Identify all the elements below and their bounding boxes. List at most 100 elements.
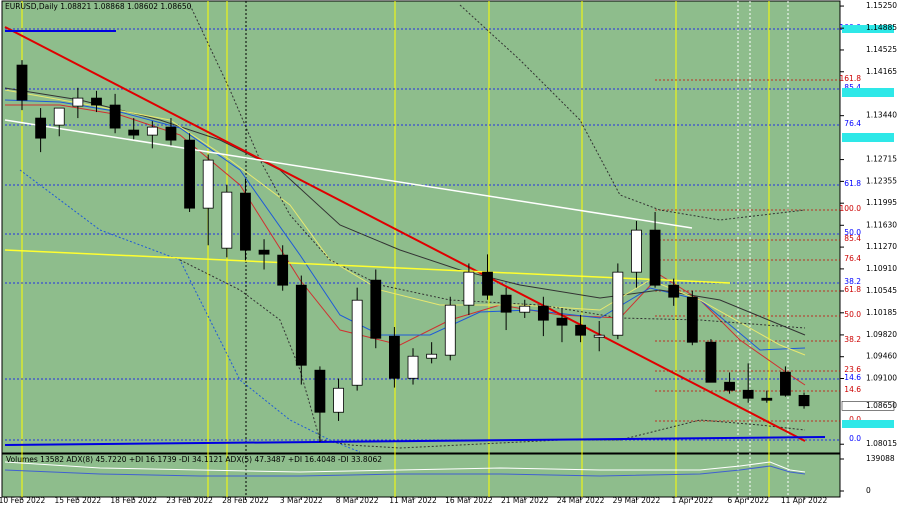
x-tick-label: 15 Feb 2022 xyxy=(55,496,102,505)
x-tick-label: 8 Mar 2022 xyxy=(336,496,379,505)
y-tick-label: 1.12355 xyxy=(866,176,897,185)
candle-body xyxy=(649,229,661,286)
y-tick-label: 1.10185 xyxy=(866,308,897,317)
candle-body xyxy=(165,126,177,141)
candle-body xyxy=(333,387,344,413)
candle-body xyxy=(631,229,642,273)
level-label: 161.8 xyxy=(840,74,862,83)
x-tick-label: 3 Mar 2022 xyxy=(280,496,323,505)
candle-body xyxy=(53,107,65,126)
level-label: 23.6 xyxy=(844,365,861,374)
candle-body xyxy=(426,353,438,359)
candle-body xyxy=(91,97,102,106)
candle-body xyxy=(686,296,698,343)
level-label: 100.0 xyxy=(840,204,862,213)
candle-body xyxy=(295,284,307,366)
price-panel xyxy=(1,0,841,454)
y-tick-label: 1.13440 xyxy=(866,111,897,120)
volume-tick-label: 0 xyxy=(866,486,871,495)
volume-header: Volumes 13582 ADX(8) 45.7220 +DI 16.1739… xyxy=(6,455,382,464)
y-tick-label: 1.14165 xyxy=(866,67,897,76)
candle-body xyxy=(109,104,121,129)
x-tick-label: 21 Mar 2022 xyxy=(501,496,549,505)
candle-body xyxy=(202,159,214,209)
y-tick-label: 1.10910 xyxy=(866,264,897,273)
candle-body xyxy=(575,324,586,336)
candle-body xyxy=(668,284,680,298)
trend-lines xyxy=(4,26,826,446)
level-label: 61.8 xyxy=(844,179,861,188)
candle-body xyxy=(35,117,47,139)
candle-body xyxy=(388,335,400,379)
level-label: 50.0 xyxy=(844,310,861,319)
level-label: 76.4 xyxy=(844,119,861,128)
y-tick-label: 1.08015 xyxy=(866,439,897,448)
candle-body xyxy=(761,397,773,401)
y-tick-label: 1.09460 xyxy=(866,352,897,361)
x-tick-label: 29 Mar 2022 xyxy=(613,496,661,505)
y-tick-label: 1.11630 xyxy=(866,220,897,229)
candle-body xyxy=(240,192,251,251)
candle-body xyxy=(314,369,326,413)
x-tick-label: 28 Feb 2022 xyxy=(222,496,269,505)
volume-panel xyxy=(1,453,841,498)
x-tick-label: 1 Apr 2022 xyxy=(672,496,714,505)
candle-body xyxy=(519,305,531,313)
candle-body xyxy=(277,254,289,286)
candle-body xyxy=(612,271,624,336)
axis-boxes xyxy=(842,25,894,428)
candle-body xyxy=(444,304,456,356)
level-label: 14.6 xyxy=(844,385,861,394)
candle-body xyxy=(724,381,735,391)
y-tick-label: 1.11270 xyxy=(866,242,897,251)
candle-body xyxy=(500,294,512,313)
candle-body xyxy=(407,355,419,379)
level-label: 38.2 xyxy=(844,277,861,286)
x-tick-label: 11 Apr 2022 xyxy=(781,496,828,505)
candle-body xyxy=(798,395,810,407)
level-label: 38.2 xyxy=(844,335,861,344)
level-label: 14.6 xyxy=(844,373,861,382)
candle-body xyxy=(184,139,195,209)
y-tick-label: 1.09100 xyxy=(866,374,897,383)
candle-body xyxy=(370,279,382,339)
candle-body xyxy=(128,129,140,136)
level-label: 76.4 xyxy=(844,254,861,263)
level-label: 0.0 xyxy=(849,434,861,443)
last-price-label: 1.08650 xyxy=(866,401,897,410)
y-tick-label: 1.14885 xyxy=(866,23,897,32)
candle-body xyxy=(482,271,493,296)
volume-lines xyxy=(4,461,806,477)
candle-body xyxy=(593,334,605,338)
y-tick-label: 1.12715 xyxy=(866,155,897,164)
candles xyxy=(16,60,810,443)
candle-body xyxy=(258,249,270,255)
last-price-box xyxy=(841,401,895,411)
chart-header: EURUSD,Daily 1.08821 1.08868 1.08602 1.0… xyxy=(5,2,192,11)
candle-body xyxy=(72,97,84,107)
candle-body xyxy=(351,299,363,386)
x-tick-label: 10 Feb 2022 xyxy=(0,496,46,505)
candle-body xyxy=(556,317,568,326)
candle-body xyxy=(537,305,549,321)
x-tick-label: 18 Feb 2022 xyxy=(110,496,157,505)
candle-body xyxy=(780,371,791,396)
candle-body xyxy=(742,389,754,399)
y-tick-label: 1.11995 xyxy=(866,198,897,207)
x-tick-label: 16 Mar 2022 xyxy=(445,496,493,505)
y-tick-label: 1.10545 xyxy=(866,286,897,295)
y-tick-label: 1.14525 xyxy=(866,45,897,54)
x-tick-label: 23 Feb 2022 xyxy=(166,496,213,505)
candle-body xyxy=(221,191,233,249)
volume-tick-label: 139088 xyxy=(866,454,895,463)
candle-body xyxy=(146,126,158,136)
level-label: 61.8 xyxy=(844,285,861,294)
level-label: 85.4 xyxy=(844,234,861,243)
candle-body xyxy=(705,341,717,383)
level-label: 85.4 xyxy=(844,83,861,92)
level-label: 50.0 xyxy=(844,228,861,237)
level-label: 0.0 xyxy=(849,415,861,424)
candle-body xyxy=(463,271,475,306)
x-tick-label: 6 Apr 2022 xyxy=(727,496,769,505)
y-tick-label: 1.15250 xyxy=(866,1,897,10)
